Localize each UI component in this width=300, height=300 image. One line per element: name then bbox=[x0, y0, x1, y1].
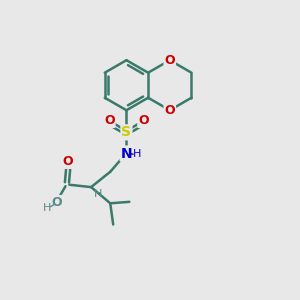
Text: S: S bbox=[122, 125, 131, 139]
Text: O: O bbox=[138, 114, 149, 127]
Text: H: H bbox=[43, 203, 51, 213]
Text: O: O bbox=[164, 104, 175, 117]
Text: N: N bbox=[121, 146, 132, 161]
Text: O: O bbox=[62, 155, 73, 168]
Text: O: O bbox=[104, 114, 115, 127]
Text: O: O bbox=[164, 54, 175, 67]
Text: H: H bbox=[133, 149, 141, 159]
Text: H: H bbox=[93, 189, 102, 199]
Text: O: O bbox=[51, 196, 62, 209]
